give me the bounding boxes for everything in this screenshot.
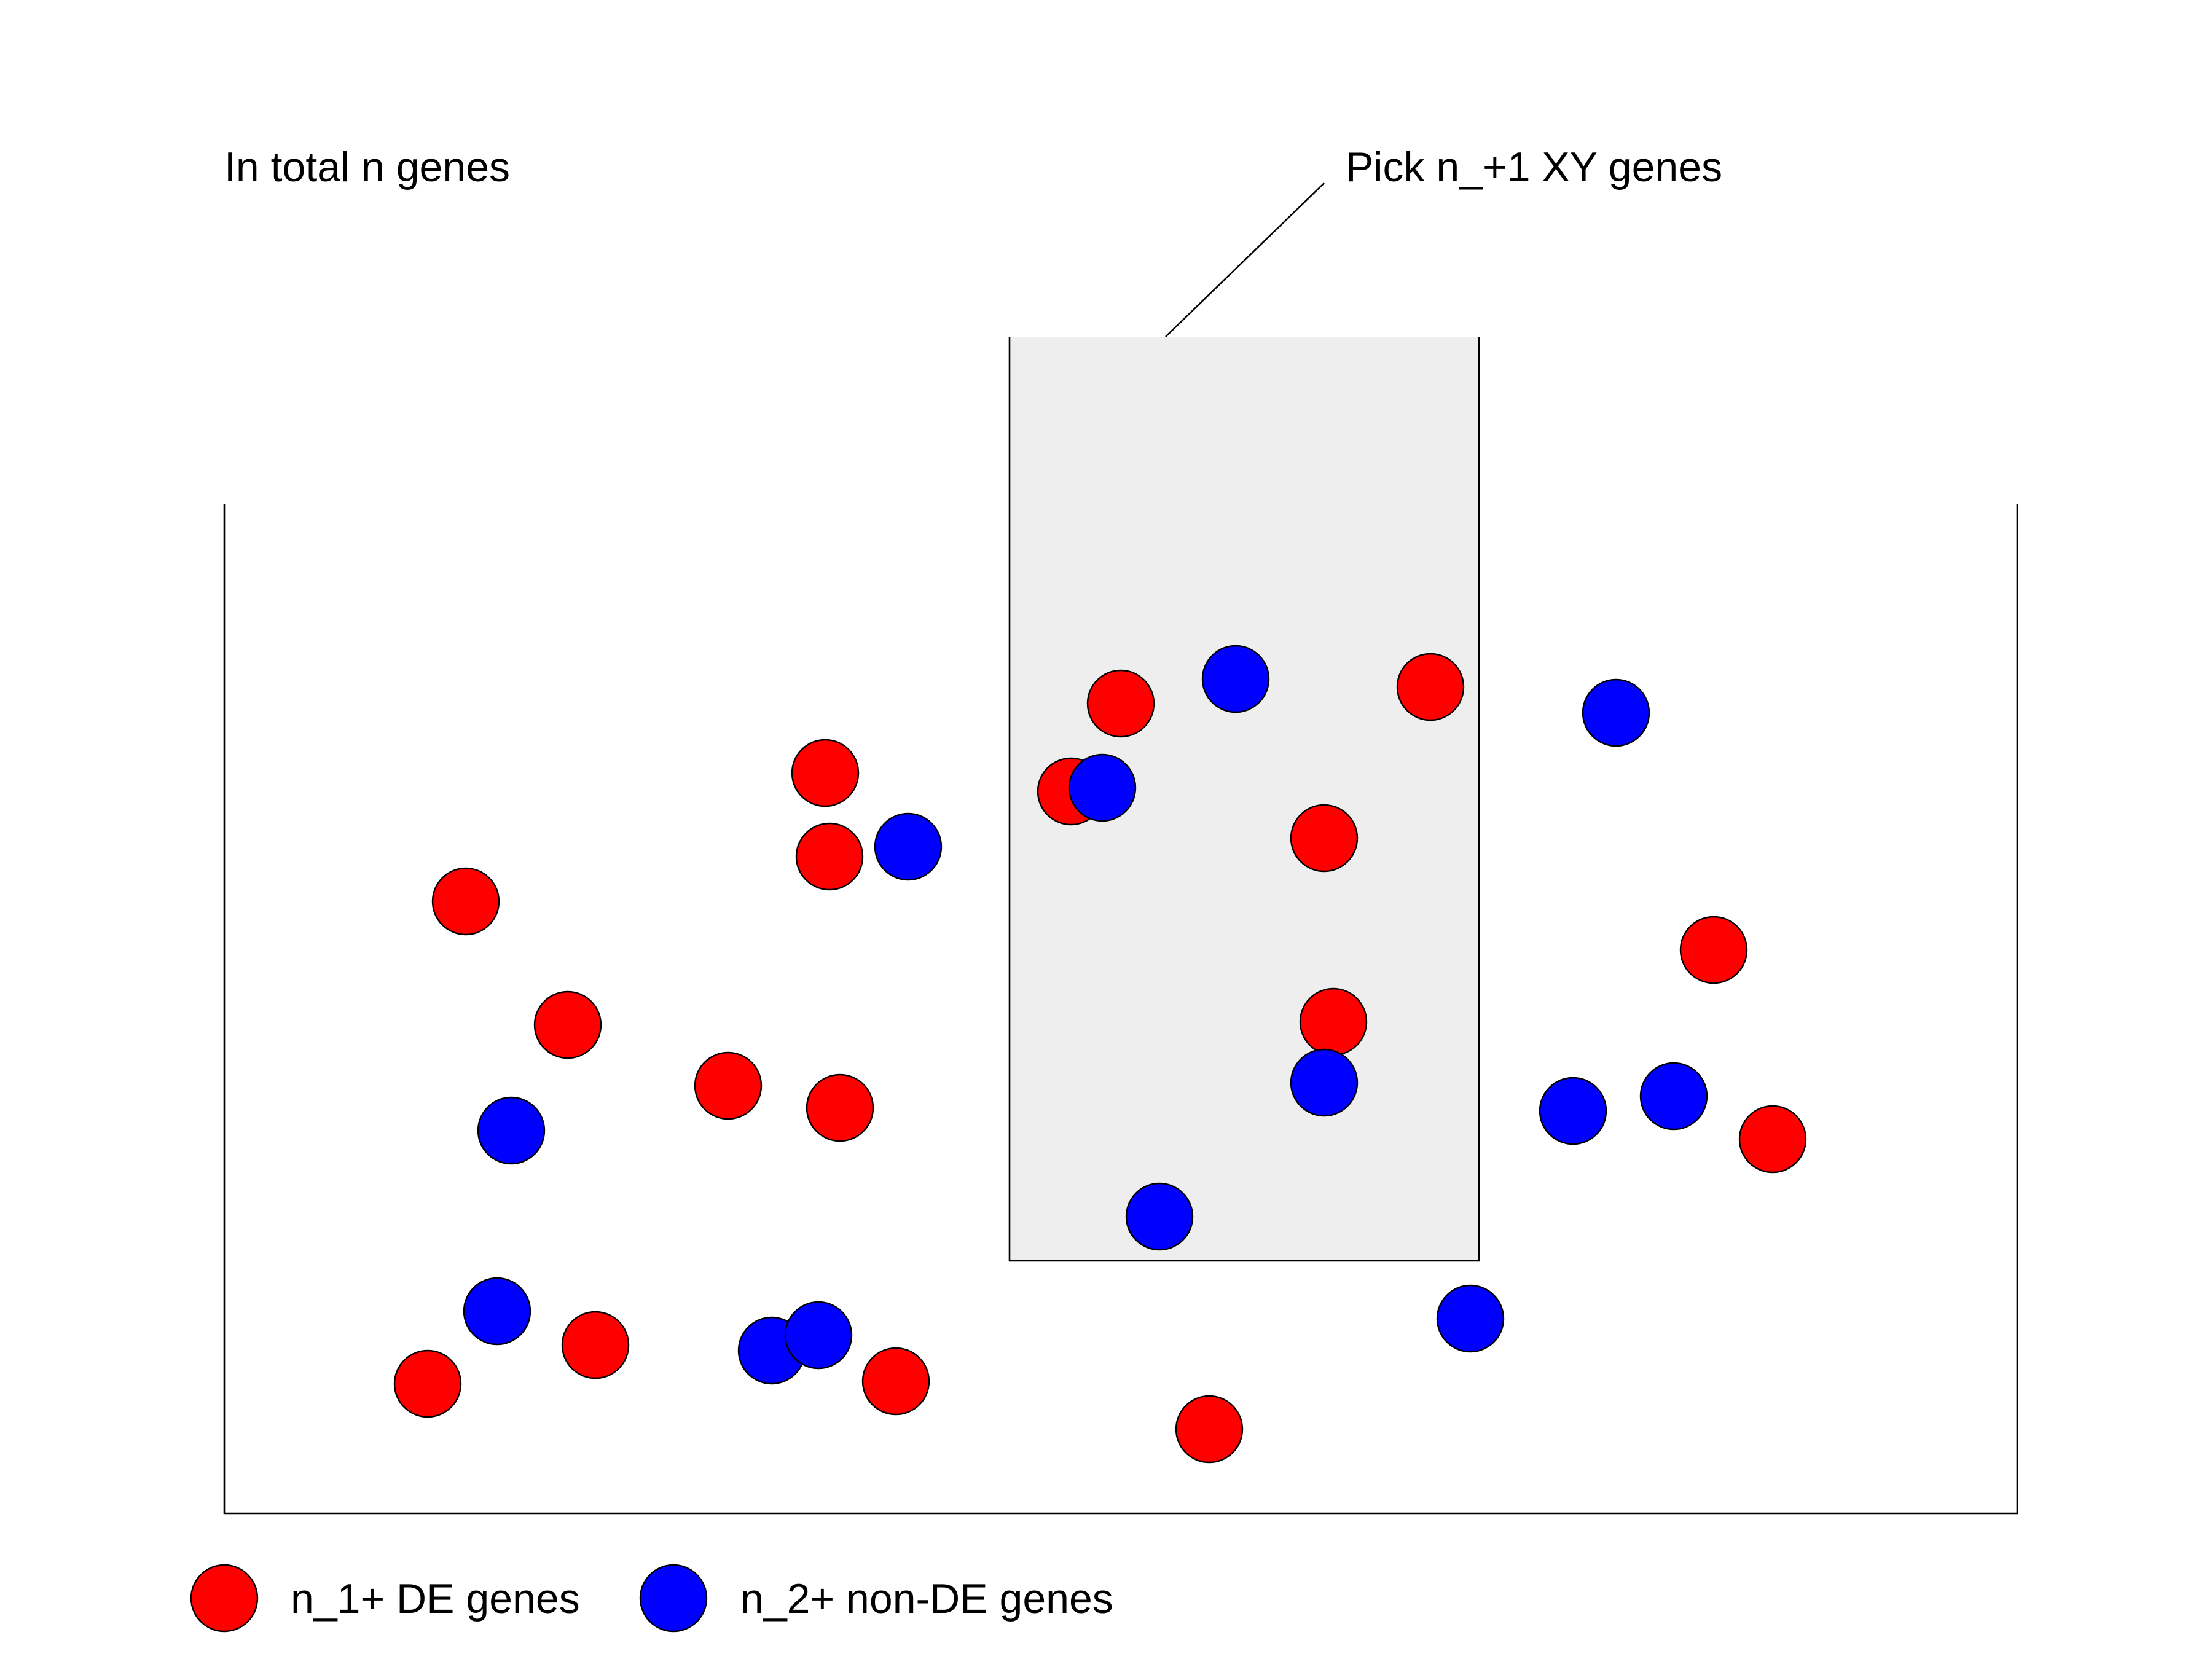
non-de-gene-dot [1201,645,1270,713]
non-de-gene-dot [1539,1077,1607,1145]
non-de-gene-dot [1436,1284,1505,1353]
de-gene-dot [533,990,602,1059]
de-gene-dot [1679,916,1748,984]
de-gene-dot [1738,1105,1807,1174]
de-gene-dot [795,822,864,891]
de-gene-dot [431,867,500,936]
pick-label-leader-line [1165,182,1325,337]
de-gene-dot [393,1349,462,1418]
non-de-gene-dot [477,1096,546,1165]
de-gene-dot [1175,1395,1244,1464]
non-de-gene-dot [463,1277,531,1346]
de-gene-dot [806,1073,874,1142]
non-de-gene-dot [1290,1048,1359,1117]
de-gene-dot [694,1051,763,1120]
non-de-gene-dot [874,812,943,881]
total-genes-label: In total n genes [224,144,510,190]
gene-population-container [223,504,2018,1515]
non-de-gene-dot [784,1301,853,1370]
de-gene-dot [1290,804,1359,873]
de-gene-dot [561,1311,630,1379]
de-gene-dot [1086,669,1155,738]
legend-non-de-swatch [639,1564,708,1633]
non-de-gene-dot [1125,1182,1194,1251]
non-de-gene-dot [1068,753,1137,822]
gene-dots [393,645,1807,1464]
legend-de-label: n_1+ DE genes [291,1575,580,1622]
de-gene-dot [1299,987,1368,1056]
legend-de-swatch [190,1564,259,1633]
de-gene-dot [861,1347,930,1416]
non-de-gene-dot [1582,678,1650,747]
de-gene-dot [791,739,860,807]
non-de-gene-dot [1639,1062,1708,1131]
legend-non-de-label: n_2+ non-DE genes [740,1575,1113,1622]
pick-genes-label: Pick n_+1 XY genes [1346,144,1722,190]
de-gene-dot [1396,653,1465,721]
